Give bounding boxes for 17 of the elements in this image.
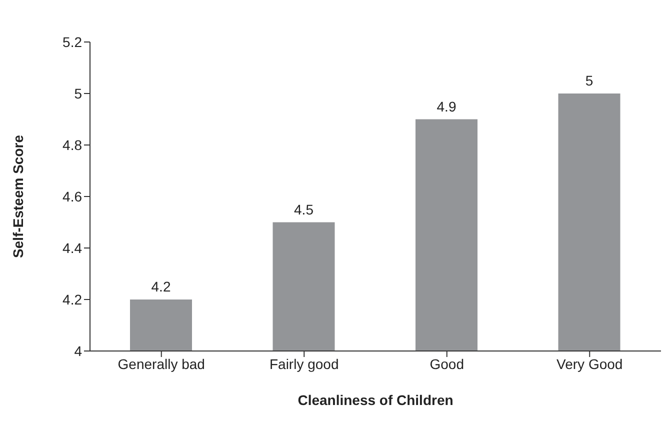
x-tick-label: Generally bad (118, 356, 205, 372)
data-label: 5 (585, 72, 594, 88)
x-tick-label: Good (430, 356, 464, 372)
data-label: 4.2 (151, 278, 171, 294)
y-tick-label: 4.4 (62, 240, 82, 256)
y-tick-label: 4.6 (62, 188, 82, 204)
data-label: 4.5 (294, 201, 314, 218)
y-tick-label: 4.2 (62, 291, 82, 308)
y-tick-label: 5 (74, 85, 82, 102)
data-label: 4.9 (436, 98, 456, 114)
y-tick-label: 5.2 (62, 34, 82, 50)
x-tick-label: Very Good (556, 356, 623, 372)
x-tick-label: Fairly good (269, 356, 339, 372)
y-tick-label: 4.8 (62, 136, 82, 153)
x-axis-title: Cleanliness of Children (298, 392, 454, 408)
y-axis-title: Self-Esteem Score (10, 134, 26, 258)
y-tick-label: 4 (74, 342, 82, 359)
